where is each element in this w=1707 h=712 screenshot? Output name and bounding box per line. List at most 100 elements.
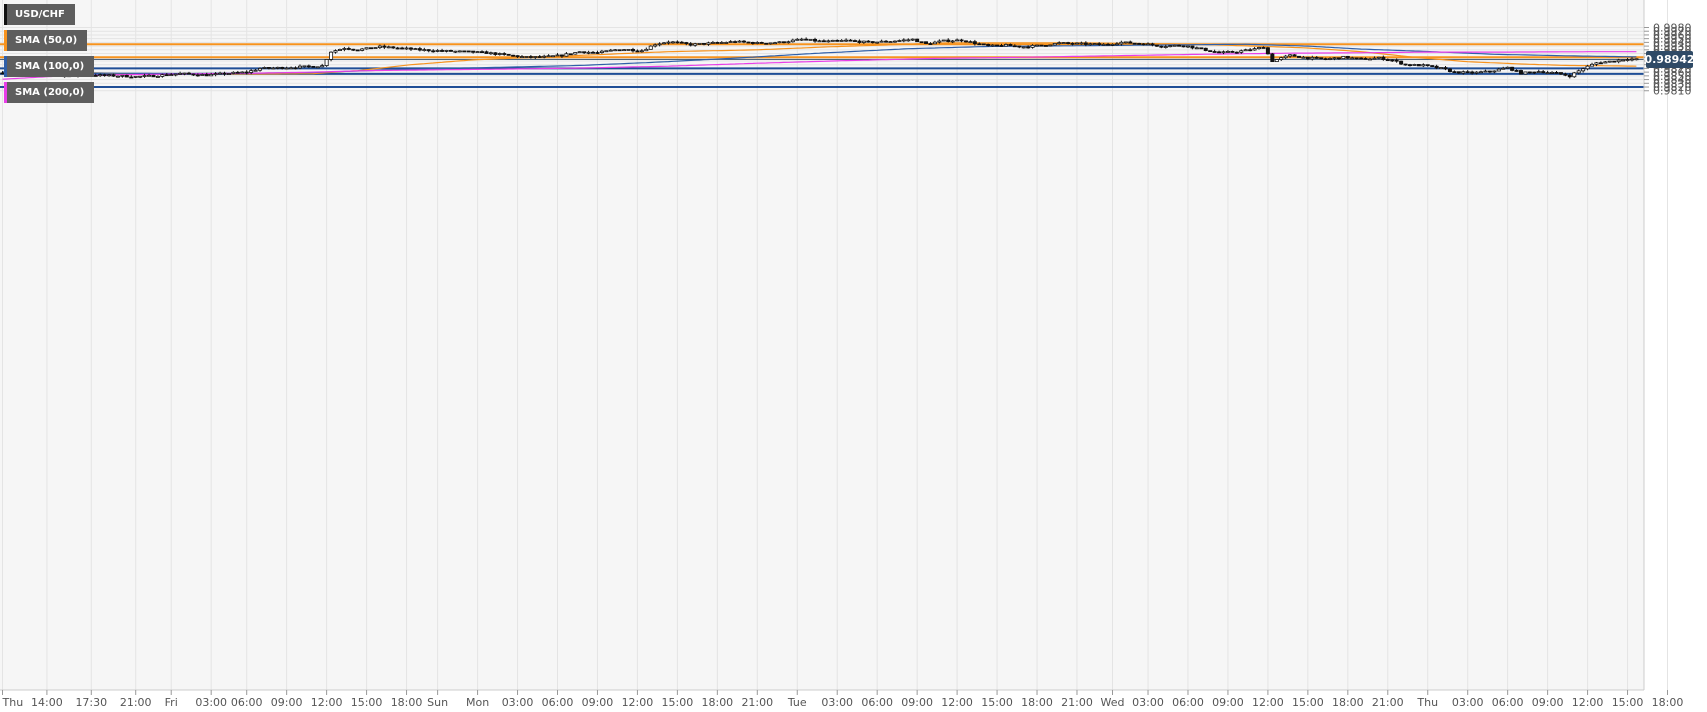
candle[interactable] (209, 72, 214, 77)
candle[interactable] (1487, 70, 1492, 74)
legend-item-sma-50[interactable]: SMA (50,0) (4, 30, 88, 51)
candle[interactable] (1612, 60, 1617, 63)
candle[interactable] (462, 50, 467, 53)
candle[interactable] (1474, 71, 1479, 75)
candle[interactable] (626, 49, 631, 51)
candle[interactable] (675, 40, 680, 44)
candle[interactable] (1061, 42, 1066, 44)
candle[interactable] (595, 50, 600, 55)
candle[interactable] (1234, 51, 1239, 54)
candle[interactable] (377, 44, 382, 50)
candle[interactable] (302, 65, 307, 68)
candle[interactable] (1381, 55, 1386, 61)
candle[interactable] (844, 38, 849, 42)
candle[interactable] (475, 51, 480, 54)
candle[interactable] (1070, 42, 1075, 46)
candle[interactable] (750, 41, 755, 45)
candle[interactable] (297, 64, 302, 70)
candle[interactable] (178, 71, 183, 75)
candle[interactable] (688, 42, 693, 47)
candle[interactable] (995, 44, 1000, 47)
candle[interactable] (955, 38, 960, 42)
candle[interactable] (1594, 62, 1599, 67)
candle[interactable] (906, 38, 911, 42)
candle[interactable] (804, 37, 809, 41)
candle[interactable] (1416, 63, 1421, 67)
candle[interactable] (502, 52, 507, 56)
candle[interactable] (311, 65, 316, 68)
candle[interactable] (417, 46, 422, 52)
candle[interactable] (1607, 60, 1612, 63)
candle[interactable] (1452, 70, 1457, 74)
candle[interactable] (1057, 41, 1062, 45)
candle[interactable] (1501, 66, 1506, 70)
candle[interactable] (892, 40, 897, 43)
candle[interactable] (551, 55, 556, 58)
candle[interactable] (1230, 50, 1235, 53)
candle[interactable] (919, 41, 924, 44)
candle[interactable] (1110, 43, 1115, 47)
candle[interactable] (1021, 46, 1026, 49)
candle[interactable] (768, 42, 773, 45)
sma-50-line[interactable] (2, 42, 1637, 75)
candle[interactable] (1017, 45, 1022, 49)
candle[interactable] (830, 39, 835, 42)
candle[interactable] (884, 40, 889, 43)
candle[interactable] (1554, 71, 1559, 74)
candle[interactable] (1296, 55, 1301, 58)
candle[interactable] (879, 39, 884, 43)
candle[interactable] (666, 40, 671, 45)
candle[interactable] (506, 53, 511, 56)
candle[interactable] (284, 66, 289, 70)
candle[interactable] (1465, 70, 1470, 74)
candle[interactable] (1421, 63, 1426, 68)
candle[interactable] (1221, 50, 1226, 55)
candle[interactable] (1585, 64, 1590, 71)
candle[interactable] (453, 50, 458, 54)
candle[interactable] (1243, 48, 1248, 52)
candle[interactable] (924, 41, 929, 45)
candle[interactable] (848, 39, 853, 42)
candle[interactable] (1101, 43, 1106, 46)
candle[interactable] (670, 40, 675, 44)
candle[interactable] (1518, 69, 1523, 75)
candle[interactable] (1168, 45, 1173, 48)
candle[interactable] (115, 75, 120, 78)
candle[interactable] (622, 49, 627, 52)
candle[interactable] (790, 38, 795, 43)
candle[interactable] (737, 40, 742, 43)
candle[interactable] (901, 38, 906, 43)
candle[interactable] (1083, 41, 1088, 47)
candle[interactable] (1225, 50, 1230, 53)
candle[interactable] (1030, 44, 1035, 49)
candle[interactable] (262, 66, 267, 69)
candle[interactable] (1456, 71, 1461, 74)
candle[interactable] (169, 72, 174, 77)
candle[interactable] (1505, 66, 1510, 69)
candle[interactable] (1026, 45, 1031, 49)
candle[interactable] (1159, 45, 1164, 49)
candle[interactable] (946, 38, 951, 43)
candle[interactable] (1345, 55, 1350, 60)
candle[interactable] (222, 71, 227, 76)
candle[interactable] (1123, 41, 1128, 44)
candle[interactable] (950, 39, 955, 44)
legend-item-usdchf[interactable]: USD/CHF (4, 4, 75, 25)
candle[interactable] (1079, 41, 1084, 45)
candle[interactable] (1203, 47, 1208, 52)
candle[interactable] (448, 49, 453, 52)
candle[interactable] (1412, 63, 1417, 66)
candle[interactable] (604, 50, 609, 53)
candle[interactable] (1314, 56, 1319, 59)
candle[interactable] (249, 69, 254, 75)
candle[interactable] (1261, 46, 1266, 49)
candle[interactable] (1066, 41, 1071, 45)
candle[interactable] (959, 38, 964, 43)
candle[interactable] (1039, 44, 1044, 47)
candle[interactable] (515, 55, 520, 58)
candle[interactable] (679, 40, 684, 44)
candle[interactable] (1163, 44, 1168, 49)
candle[interactable] (981, 43, 986, 46)
candle[interactable] (835, 39, 840, 42)
candle[interactable] (866, 40, 871, 43)
